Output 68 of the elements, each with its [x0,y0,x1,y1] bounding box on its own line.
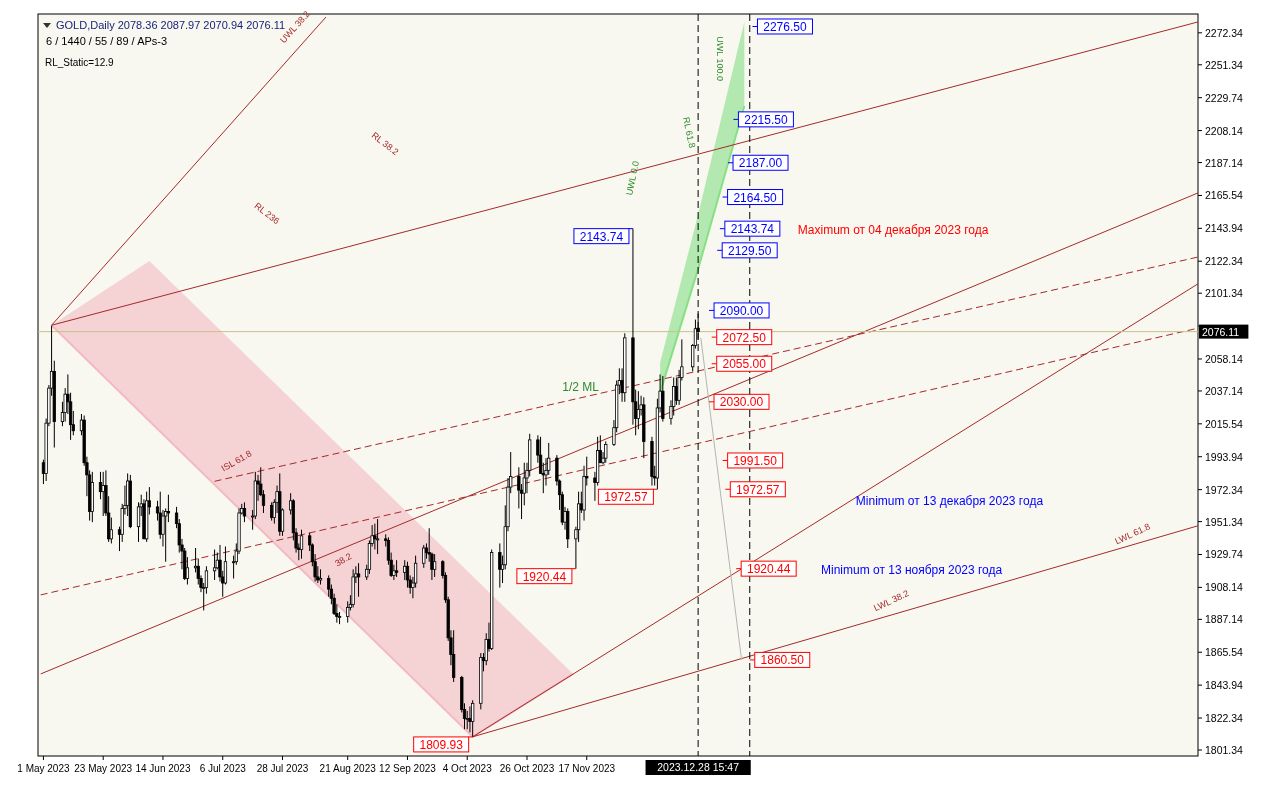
y-tick-label: 2101.34 [1205,287,1244,300]
y-tick-label: 1929.74 [1205,548,1244,561]
x-tick-label: 4 Oct 2023 [442,763,493,774]
annotation: 2072.50 [722,330,767,345]
annotation: ISL 61.8 [219,448,254,474]
annotation: 2143.74 [579,229,624,244]
x-tick-label: 28 Jul 2023 [256,763,309,774]
annotation: LWL 38.2 [872,588,911,614]
y-tick-label: 1801.34 [1205,744,1244,756]
annotation: Maximum от 04 декабря 2023 года [797,222,989,237]
y-tick-label: 1951.34 [1205,515,1244,528]
x-tick-label: 14 Jun 2023 [135,763,191,774]
y-tick-label: 1993.94 [1205,450,1244,463]
annotation: UWL 100.0 [714,36,725,81]
annotation: RL_Static=12.9 [44,56,115,68]
annotation: LWL 61.8 [1113,521,1152,547]
annotation: RL 38.2 [369,130,401,158]
annotation: 1920.44 [746,562,791,577]
annotation: 1972.57 [604,490,648,505]
annotation: Minimum от 13 декабря 2023 года [855,494,1044,509]
annotation: 2215.50 [744,112,788,127]
ref-line-label: 2023.12.28 15:47 [657,761,740,773]
ref-line-label: 2076.11 [1202,325,1240,338]
y-tick-label: 1887.14 [1205,613,1244,626]
annotation: 38.2 [333,551,354,569]
annotation: 1972.57 [736,482,780,497]
annotation: 2090.00 [719,303,764,318]
annotation: UWL 0.0 [624,160,642,197]
x-tick-label: 26 Oct 2023 [499,763,555,774]
annotation: 2055.00 [722,357,767,372]
annotation: 2129.50 [727,243,772,258]
y-tick-label: 2037.14 [1205,384,1244,397]
annotation: RL 61.8 [681,116,698,149]
chart-title: GOLD,Daily 2078.36 2087.97 2070.94 2076.11 [56,19,286,31]
annotation: 2030.00 [719,395,764,410]
x-tick-label: 12 Sep 2023 [379,763,437,774]
x-tick-label: 17 Nov 2023 [558,763,616,774]
annotation: RL 236 [252,200,282,227]
y-tick-label: 2187.14 [1205,156,1244,169]
y-tick-label: 2058.14 [1205,352,1244,365]
text: 6 / 1440 / 55 / 89 / APs-3 [46,35,168,47]
y-tick-label: 2165.54 [1205,189,1244,202]
annotation: 1991.50 [733,453,778,468]
y-tick-label: 1908.14 [1205,581,1244,594]
annotation: 1809.93 [419,737,464,752]
y-tick-label: 1843.94 [1205,679,1244,692]
x-tick-label: 6 Jul 2023 [199,763,247,774]
annotation: Minimum от 13 ноября 2023 года [821,563,1003,578]
x-tick-label: 1 May 2023 [17,763,70,774]
y-tick-label: 2143.94 [1205,222,1244,235]
annotation: 1920.44 [522,569,567,584]
y-tick-label: 1972.34 [1205,483,1244,496]
annotation: 2187.00 [738,156,783,171]
x-tick-label: 21 Aug 2023 [319,763,377,774]
y-tick-label: 2122.34 [1205,255,1244,268]
x-tick-label: 23 May 2023 [74,763,133,774]
annotation: 1860.50 [760,653,805,668]
y-tick-label: 2229.74 [1205,91,1244,104]
annotation: 2164.50 [733,190,778,205]
annotation: 2276.50 [763,19,807,34]
y-tick-label: 2251.34 [1205,58,1244,71]
y-tick-label: 2272.34 [1205,26,1244,39]
y-tick-label: 2208.14 [1205,124,1244,137]
y-tick-label: 1865.54 [1205,646,1244,659]
y-tick-label: 2015.54 [1205,417,1244,430]
annotation: 2143.74 [730,222,775,237]
annotation: 1/2 ML [562,379,600,394]
y-tick-label: 1822.34 [1205,712,1244,725]
